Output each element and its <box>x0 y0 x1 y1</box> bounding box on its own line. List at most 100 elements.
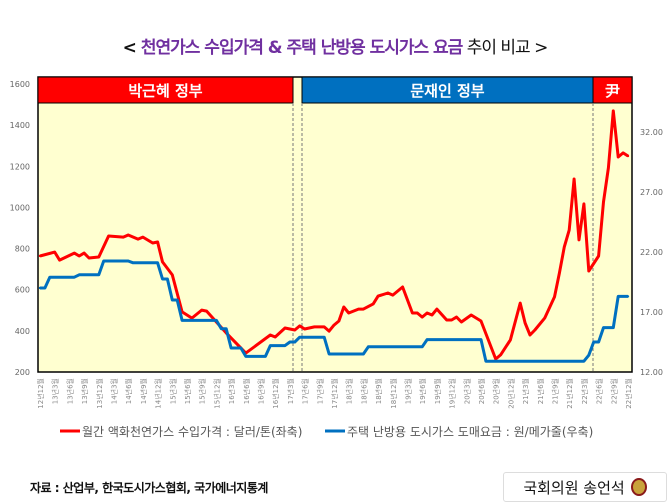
x-tick-label: 14년12월 <box>154 378 163 409</box>
data-point <box>357 307 360 311</box>
data-point <box>298 336 301 339</box>
period-label: 문재인 정부 <box>410 82 484 100</box>
data-point <box>171 298 174 302</box>
data-point <box>362 352 365 356</box>
data-point <box>48 276 51 279</box>
data-point <box>127 259 130 263</box>
chart-title: < 천연가스 수입가격 & 주택 난방용 도시가스 요금 추이 비교 > <box>0 33 670 58</box>
period-bar <box>37 76 294 104</box>
x-tick-label: 16년6월 <box>242 378 251 404</box>
data-point <box>411 311 414 315</box>
data-point <box>200 308 203 312</box>
data-point <box>342 305 345 309</box>
data-point <box>582 202 586 206</box>
y-right-tick-label: 17.00 <box>640 308 663 317</box>
data-point <box>430 313 434 317</box>
x-tick-label: 19년3월 <box>404 378 413 404</box>
data-point <box>274 335 277 339</box>
data-point <box>107 234 110 238</box>
data-point <box>533 328 537 332</box>
data-point <box>122 235 125 239</box>
x-tick-label: 20년6월 <box>477 378 486 404</box>
data-point <box>82 251 86 255</box>
data-point <box>602 200 605 204</box>
data-point <box>421 345 424 348</box>
data-point <box>602 326 605 329</box>
y-left-tick-label: 800 <box>15 245 30 254</box>
data-point <box>572 177 576 181</box>
signature-text: 국회의원 송언석 <box>523 478 625 497</box>
x-tick-label: 17년12월 <box>330 378 339 409</box>
data-point <box>327 329 331 333</box>
data-point <box>435 307 439 311</box>
data-point <box>597 340 600 344</box>
x-tick-label: 17년6월 <box>301 378 310 404</box>
data-point <box>337 319 341 323</box>
title-prefix: < <box>122 38 141 58</box>
period-label: 박근혜 정부 <box>128 82 202 100</box>
data-point <box>131 261 135 264</box>
data-point <box>494 357 497 361</box>
data-point <box>220 327 223 330</box>
data-point <box>190 316 194 320</box>
x-tick-label: 12년12월 <box>36 378 45 409</box>
data-point <box>58 258 61 262</box>
data-point <box>421 315 424 319</box>
data-point <box>558 271 561 275</box>
data-point <box>568 228 571 232</box>
x-tick-label: 22년9월 <box>609 378 618 404</box>
data-point <box>626 295 630 298</box>
data-point <box>244 355 247 358</box>
x-tick-label: 15년9월 <box>198 378 207 404</box>
data-point <box>563 245 566 249</box>
data-point <box>229 346 233 350</box>
data-point <box>141 235 145 239</box>
data-point <box>509 338 512 342</box>
data-point <box>523 321 527 325</box>
data-point <box>372 302 375 306</box>
data-point <box>401 285 404 289</box>
data-point <box>519 301 522 305</box>
period-bar <box>301 76 594 104</box>
legend-label: 월간 액화천연가스 수입가격 : 달러/톤(좌축) <box>82 424 302 439</box>
data-point <box>269 333 272 337</box>
x-tick-label: 18년3월 <box>345 378 354 404</box>
x-tick-label: 19년9월 <box>433 378 442 404</box>
data-point <box>617 295 620 298</box>
y-left-tick-label: 600 <box>15 286 30 295</box>
x-tick-label: 13년3월 <box>51 378 60 404</box>
assembly-seal-icon <box>630 478 647 496</box>
data-point <box>376 294 380 298</box>
data-point <box>171 273 174 277</box>
x-tick-label: 18년9월 <box>374 378 383 404</box>
data-point <box>156 240 159 244</box>
x-tick-label: 20년9월 <box>492 378 501 404</box>
data-point <box>78 254 81 258</box>
data-point <box>283 326 287 330</box>
y-left-tick-label: 1000 <box>10 203 30 212</box>
x-tick-label: 16년3월 <box>227 378 236 404</box>
data-point <box>102 259 105 263</box>
data-point <box>288 340 292 344</box>
data-point <box>528 333 532 337</box>
signature-logo: 국회의원 송언석 <box>503 472 667 502</box>
x-tick-label: 19년6월 <box>418 378 427 404</box>
x-tick-label: 15년12월 <box>212 378 221 409</box>
data-point <box>73 276 76 279</box>
x-tick-label: 22년12월 <box>624 378 633 409</box>
y-left-tick-label: 1600 <box>10 80 30 89</box>
data-point <box>470 313 473 317</box>
data-point <box>293 328 296 332</box>
data-point <box>479 338 483 341</box>
x-tick-label: 13년6월 <box>65 378 74 404</box>
data-point <box>97 255 101 259</box>
y-left-tick-label: 400 <box>15 327 30 336</box>
data-point <box>180 319 184 322</box>
data-point <box>362 307 365 311</box>
x-tick-label: 16년12월 <box>271 378 280 409</box>
data-point <box>151 241 154 245</box>
data-point <box>166 277 169 281</box>
data-point <box>225 327 228 330</box>
data-point <box>127 233 130 237</box>
y-left-tick-label: 1200 <box>10 162 30 171</box>
